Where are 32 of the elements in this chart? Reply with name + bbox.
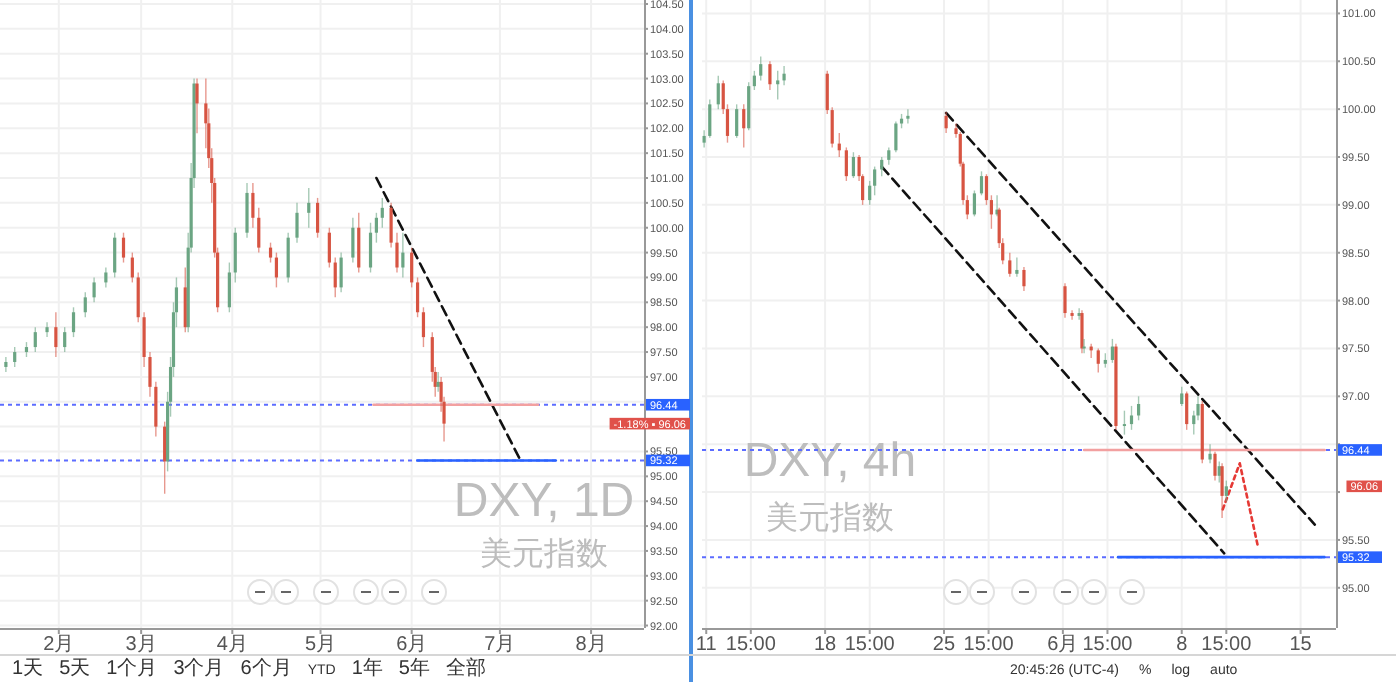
text: 1年 — [351, 656, 383, 680]
x-tick-label: 8 — [1176, 634, 1189, 656]
text: DXY, 1D — [453, 474, 635, 528]
x-tick-label: 15:00 — [963, 634, 1015, 656]
x-tick-label: 6月 — [1047, 634, 1079, 656]
x-tick-label: 15 — [1289, 634, 1313, 656]
text: DXY, 4h — [743, 434, 917, 488]
text: 美元指数 — [766, 500, 894, 536]
text: 3个月 — [173, 656, 225, 680]
x-tick-label: 8月 — [575, 634, 607, 656]
candlestick — [45, 321, 49, 338]
x-tick-label: 2月 — [43, 634, 75, 656]
x-tick-label: 18 — [814, 634, 838, 656]
x-tick-label: 15:00 — [1201, 634, 1253, 656]
x-tick-label: 25 — [932, 634, 956, 656]
text: 美元指数 — [480, 536, 608, 572]
x-tick-label: 11 — [695, 634, 718, 656]
text: 1天 — [12, 658, 44, 680]
x-tick-label: 15:00 — [725, 634, 777, 656]
x-tick-label: 15:00 — [1082, 634, 1134, 656]
candlestick — [4, 356, 8, 373]
text: 5年 — [398, 656, 430, 680]
text: 6个月 — [240, 656, 292, 680]
x-tick-label: 3月 — [125, 634, 157, 656]
x-tick-label: 7月 — [484, 634, 516, 656]
x-tick-label: 6月 — [396, 634, 428, 656]
x-tick-label: 4月 — [216, 634, 248, 656]
text: 全部 — [445, 656, 486, 680]
x-tick-label: 15:00 — [844, 634, 896, 656]
x-tick-label: 5月 — [304, 634, 337, 656]
text: 1个月 — [106, 656, 158, 680]
text: 5天 — [59, 658, 91, 680]
